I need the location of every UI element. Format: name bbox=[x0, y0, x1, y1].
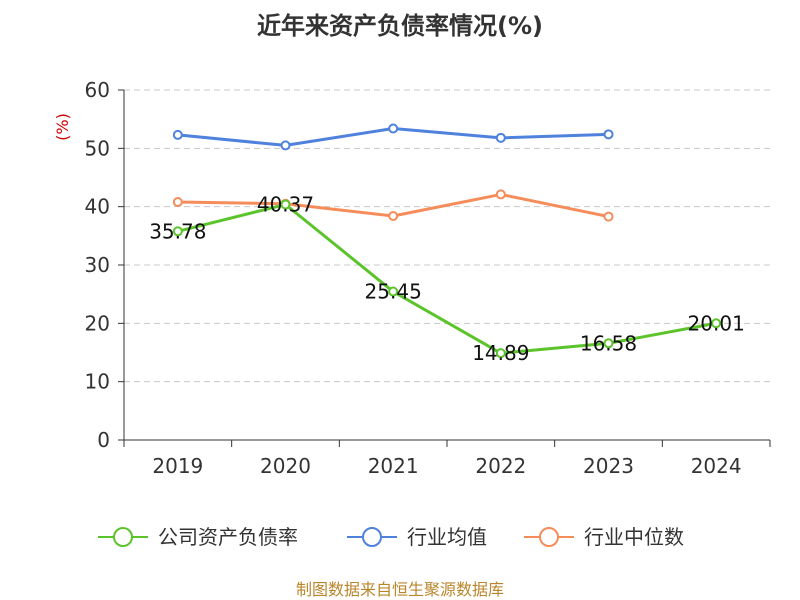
series-lines bbox=[172, 123, 722, 359]
data-label: 40.37 bbox=[257, 193, 314, 217]
x-tick-label: 2022 bbox=[475, 454, 526, 478]
legend-marker bbox=[362, 527, 382, 547]
data-label: 20.01 bbox=[688, 311, 745, 335]
data-point bbox=[603, 129, 614, 140]
x-tick-label: 2020 bbox=[260, 454, 311, 478]
x-tick-label: 2019 bbox=[152, 454, 203, 478]
data-label: 16.58 bbox=[580, 331, 637, 355]
source-footer: 制图数据来自恒生聚源数据库 bbox=[296, 580, 504, 599]
y-tick-label: 30 bbox=[85, 253, 110, 277]
data-label: 14.89 bbox=[472, 341, 529, 365]
axes: 0 10 20 30 40 50 60 2019 2020 2021 2022 2023 2024 bbox=[85, 78, 771, 478]
legend-marker bbox=[113, 527, 133, 547]
y-tick-label: 50 bbox=[85, 136, 110, 160]
data-labels: 35.78 40.37 25.45 14.89 16.58 20.01 bbox=[149, 193, 745, 366]
data-point bbox=[495, 132, 506, 143]
data-point bbox=[603, 338, 614, 349]
data-point bbox=[172, 197, 183, 207]
legend-marker bbox=[539, 527, 559, 547]
y-axis-unit: (%) bbox=[53, 113, 72, 141]
data-point bbox=[603, 211, 614, 222]
data-point bbox=[172, 226, 183, 237]
series-line bbox=[177, 203, 717, 355]
y-tick-label: 60 bbox=[85, 78, 110, 102]
data-point bbox=[495, 189, 506, 200]
data-label: 25.45 bbox=[365, 280, 422, 304]
chart-title: 近年来资产负债率情况(%) bbox=[257, 12, 543, 40]
y-tick-label: 20 bbox=[85, 311, 110, 335]
legend: 公司资产负债率 行业均值 行业中位数 bbox=[98, 525, 684, 549]
data-point bbox=[495, 348, 506, 359]
y-tick-label: 10 bbox=[85, 370, 110, 394]
data-label: 35.78 bbox=[149, 219, 206, 243]
data-point bbox=[280, 140, 291, 151]
data-point bbox=[711, 318, 722, 329]
data-point bbox=[172, 129, 183, 140]
x-tick-label: 2021 bbox=[368, 454, 419, 478]
y-tick-label: 40 bbox=[85, 195, 110, 219]
x-tick-label: 2023 bbox=[583, 454, 634, 478]
x-tick-label: 2024 bbox=[691, 454, 742, 478]
legend-label: 行业中位数 bbox=[584, 525, 684, 549]
data-point bbox=[280, 199, 291, 210]
legend-label: 公司资产负债率 bbox=[158, 525, 298, 549]
y-tick-label: 0 bbox=[97, 428, 110, 452]
data-point bbox=[388, 286, 399, 297]
data-point bbox=[388, 123, 399, 134]
data-point bbox=[388, 211, 399, 221]
legend-label: 行业均值 bbox=[407, 525, 487, 549]
